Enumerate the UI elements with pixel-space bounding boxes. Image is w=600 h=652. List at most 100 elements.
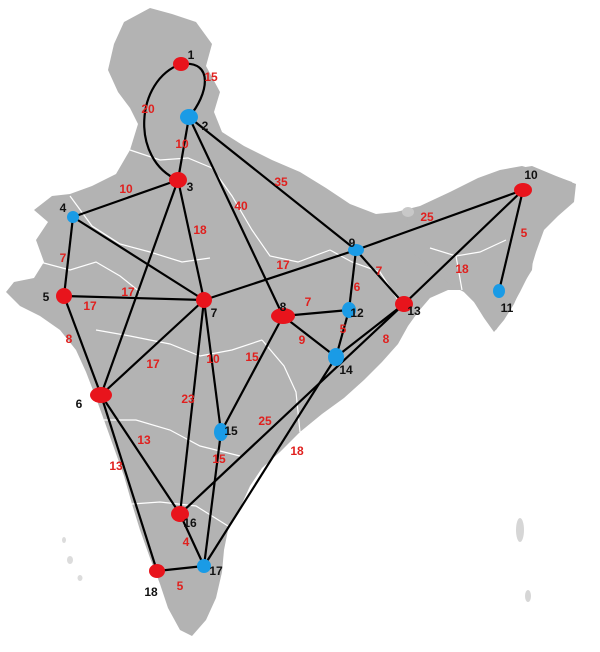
island-shape [62,537,66,543]
edge-7-15 [202,299,223,433]
edge-4-7 [72,216,205,301]
edge-8-15 [220,315,284,433]
edge-6-16 [100,394,181,515]
edge-13-16 [179,303,405,515]
node-1 [173,57,189,71]
node-11 [493,284,505,298]
edge-4-5 [62,216,75,297]
edge-9-13 [355,249,405,305]
edge-weight-5-7: 17 [83,299,97,313]
edge-13-14 [335,303,405,358]
edge-14-17 [203,356,337,567]
edge-15-17 [202,431,223,567]
node-label-14: 14 [339,363,353,377]
node-10 [514,183,532,197]
edge-3-4 [72,178,179,219]
edge-10-13 [403,189,524,305]
edge-5-6 [62,295,103,396]
edge-weight-12-14: 5 [340,322,347,336]
island-shape [402,207,414,217]
edge-weight-1-3: 20 [141,102,155,116]
edge-weight-16-17: 4 [183,535,190,549]
node-label-5: 5 [43,290,50,304]
edge-6-7 [100,299,205,396]
node-13 [395,296,413,312]
island-shape [67,556,73,564]
edge-weight-13-14: 8 [383,332,390,346]
node-label-11: 11 [501,301,514,315]
node-8 [271,308,295,324]
node-label-15: 15 [224,424,238,438]
edge-1-2-curve [180,62,206,118]
node-label-9: 9 [349,236,356,250]
edge-weight-14-17: 18 [290,444,304,458]
edge-weight-6-16: 13 [137,433,151,447]
node-15 [214,423,228,441]
edge-weight-2-3: 10 [175,137,189,151]
edge-10-11 [497,189,525,292]
edge-weight-9-10: 25 [420,210,434,224]
node-label-1: 1 [188,48,195,62]
edge-3-6 [99,179,180,396]
edge-7-16 [178,299,206,515]
edge-2-8 [188,116,284,317]
edge-8-14 [282,315,337,358]
edge-weight-6-7: 17 [146,357,160,371]
island-shape [516,518,524,542]
node-label-18: 18 [144,585,158,599]
edge-6-18 [99,394,159,572]
edge-weight-1-2: 15 [204,70,218,84]
node-4 [67,211,79,223]
edge-weight-7-16: 23 [181,392,195,406]
node-label-13: 13 [407,304,421,318]
edge-weight-3-7: 18 [193,223,207,237]
node-label-6: 6 [76,397,83,411]
node-16 [171,506,189,522]
island-shape [525,590,531,602]
edges-layer [62,116,525,573]
edge-5-7 [63,294,205,302]
edge-3-7 [176,179,206,301]
edge-weight-4-5: 7 [60,251,67,265]
edge-weight-10-13: 18 [455,262,469,276]
edge-9-10 [355,188,524,252]
nodes-layer [56,57,532,578]
edge-weight-13-16: 25 [258,414,272,428]
edge-weight-10-11: 5 [521,226,528,240]
node-label-3: 3 [187,180,194,194]
edge-weight-9-12: 6 [354,280,361,294]
state-borders [39,149,507,527]
node-5 [56,288,72,304]
edge-weight-15-17: 15 [212,452,226,466]
node-label-8: 8 [280,300,287,314]
edge-weight-8-14: 9 [299,333,306,347]
node-label-4: 4 [60,201,67,215]
edge-weights-layer: 1520104035101817717817131317102379156725… [60,70,528,593]
edge-16-17 [179,513,205,567]
island-shape [77,575,83,581]
node-3 [169,172,187,188]
edge-1-3-curve [143,62,182,182]
node-12 [342,302,356,318]
node-label-16: 16 [183,516,197,530]
edge-2-9 [188,116,357,251]
node-6 [90,387,112,403]
edge-weight-8-15: 15 [245,350,259,364]
edge-weight-8-12: 7 [305,295,312,309]
edge-weight-7-9: 17 [276,258,290,272]
node-17 [197,559,211,573]
node-14 [328,348,344,366]
edge-weight-5-6: 8 [66,332,73,346]
node-18 [149,564,165,578]
edge-weight-7-15: 10 [206,352,220,366]
edge-weight-2-9: 35 [274,175,288,189]
node-label-7: 7 [211,306,218,320]
edge-weight-9-13: 7 [376,264,383,278]
edge-weight-6-18: 13 [109,459,123,473]
edge-weight-17-18: 5 [177,579,184,593]
node-label-2: 2 [202,119,209,133]
node-2 [180,109,198,125]
